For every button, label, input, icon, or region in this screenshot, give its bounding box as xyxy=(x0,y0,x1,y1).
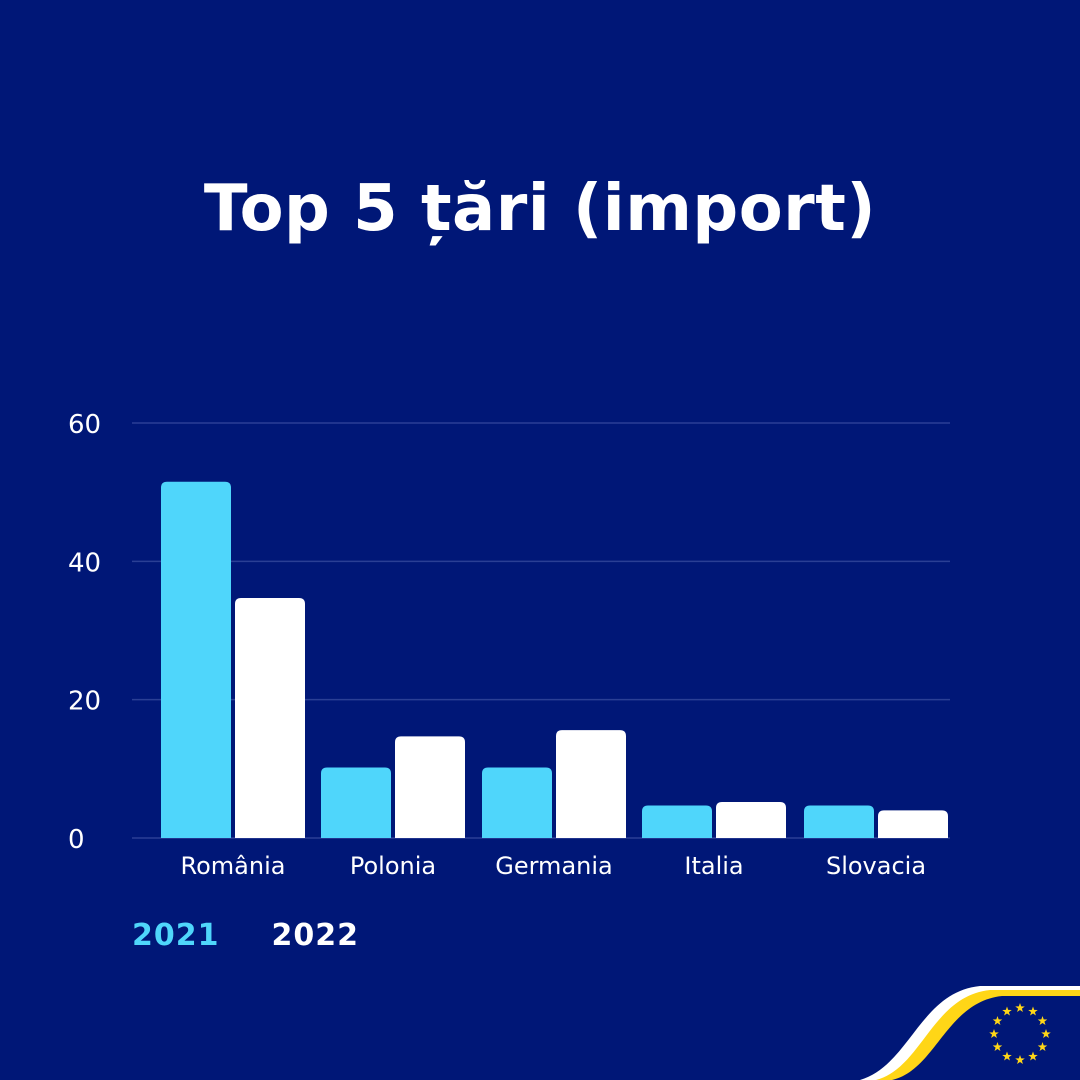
y-tick-label: 20 xyxy=(68,687,101,717)
eu-star-icon xyxy=(1015,1055,1025,1065)
bar-2021-2 xyxy=(482,767,552,838)
bar-2022-0 xyxy=(235,597,305,838)
eu-star-icon xyxy=(1002,1051,1012,1061)
eu-star-icon xyxy=(1028,1051,1038,1061)
blue-wave xyxy=(892,996,1080,1080)
y-tick-label: 40 xyxy=(68,548,101,578)
y-tick-label: 60 xyxy=(68,410,101,440)
bar-2021-4 xyxy=(804,805,874,838)
bar-2022-4 xyxy=(878,810,948,838)
eu-star-icon xyxy=(1037,1016,1048,1026)
legend: 2021 2022 xyxy=(132,918,359,953)
bar-2021-0 xyxy=(161,481,231,838)
eu-star-icon xyxy=(1028,1006,1038,1016)
x-tick-label: România xyxy=(181,852,286,880)
eu-star-icon xyxy=(992,1042,1003,1052)
legend-item-2021: 2021 xyxy=(132,918,220,953)
y-tick-label: 0 xyxy=(68,825,85,855)
eu-star-icon xyxy=(1041,1029,1051,1039)
eu-star-icon xyxy=(989,1029,999,1039)
x-tick-label: Germania xyxy=(495,852,612,880)
bar-2022-1 xyxy=(395,736,465,838)
eu-star-icon xyxy=(1037,1042,1048,1052)
bar-2022-2 xyxy=(556,730,626,838)
bar-2021-1 xyxy=(321,767,391,838)
x-tick-label: Polonia xyxy=(350,852,436,880)
eu-star-icon xyxy=(1002,1006,1012,1016)
eu-logo xyxy=(860,986,1080,1080)
eu-star-icon xyxy=(1015,1003,1025,1013)
x-tick-label: Italia xyxy=(684,852,743,880)
bar-2021-3 xyxy=(642,805,712,838)
bar-2022-3 xyxy=(716,802,786,838)
eu-stars-icon xyxy=(989,1003,1051,1065)
eu-star-icon xyxy=(992,1016,1003,1026)
chart-title: Top 5 țări (import) xyxy=(203,172,877,246)
x-tick-label: Slovacia xyxy=(826,852,926,880)
legend-item-2022: 2022 xyxy=(271,918,359,953)
